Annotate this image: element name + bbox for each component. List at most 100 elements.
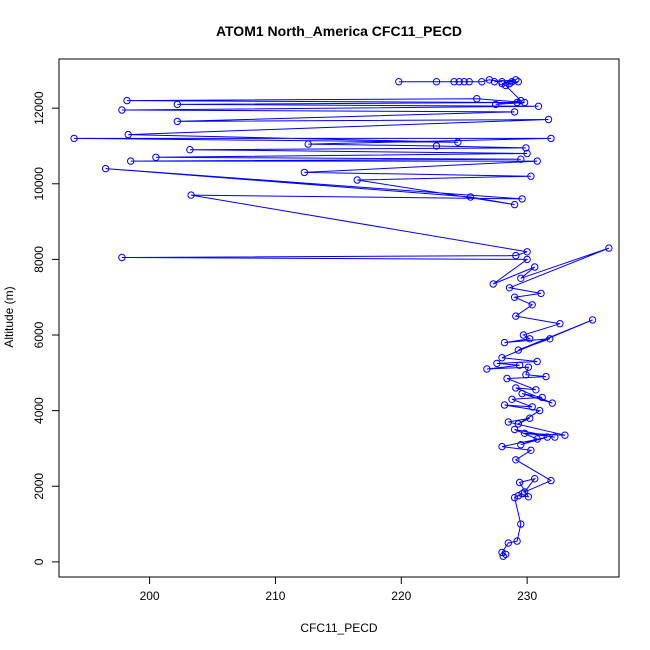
data-point: [515, 361, 524, 369]
data-point: [536, 406, 544, 415]
data-point: [528, 403, 536, 411]
data-point: [513, 537, 521, 545]
data-point: [514, 346, 522, 354]
data-point: [489, 280, 497, 288]
data-point: [517, 155, 525, 163]
y-tick-label: 10000: [32, 167, 46, 201]
data-point: [502, 81, 510, 90]
data-point: [502, 550, 510, 558]
y-tick-label: 2000: [32, 473, 46, 500]
data-point: [460, 78, 468, 86]
x-axis: 200 210 220 230: [140, 576, 537, 603]
data-point: [548, 399, 556, 407]
data-point: [524, 363, 533, 371]
data-point: [473, 95, 481, 103]
x-tick-label: 210: [265, 589, 285, 603]
data-point: [537, 289, 545, 298]
data-point: [510, 493, 519, 502]
data-point: [517, 96, 525, 105]
data-point: [524, 493, 533, 501]
data-point: [118, 106, 126, 114]
data-point: [152, 153, 160, 162]
chart-title: ATOM1 North_America CFC11_PECD: [216, 23, 462, 39]
data-point: [519, 331, 528, 339]
data-point: [527, 446, 535, 454]
y-axis: 0 2000 4000 6000 8000 10000 12000: [32, 91, 60, 565]
data-point: [588, 316, 597, 324]
data-point: [526, 414, 534, 422]
data-point: [187, 191, 195, 199]
data-point: [101, 164, 110, 173]
data-point: [510, 108, 519, 116]
data-point: [531, 263, 539, 271]
data-point: [492, 100, 500, 109]
data-point: [551, 433, 559, 441]
data-point: [556, 320, 564, 328]
data-point: [514, 420, 522, 428]
data-point: [528, 301, 536, 309]
y-tick-label: 4000: [32, 397, 46, 424]
data-point: [522, 144, 530, 152]
data-point: [173, 100, 182, 109]
data-point: [118, 253, 126, 262]
data-point: [500, 338, 509, 347]
data-point: [508, 395, 516, 403]
data-point: [531, 475, 539, 483]
data-point: [538, 393, 546, 402]
data-point: [498, 354, 506, 362]
data-point: [498, 78, 506, 86]
data-point: [561, 431, 569, 439]
data-point: [547, 134, 555, 143]
data-point: [513, 98, 521, 107]
data-point: [517, 441, 525, 449]
data-point: [533, 357, 541, 366]
data-point: [300, 168, 309, 177]
data-point: [520, 98, 529, 107]
data-point: [544, 115, 553, 124]
data-point: [465, 78, 473, 86]
data-point: [518, 389, 526, 398]
data-point: [493, 359, 501, 368]
data-point: [605, 244, 613, 252]
data-point: [70, 134, 78, 143]
data-point: [304, 140, 312, 148]
y-axis-label: Altitude (m): [2, 286, 16, 347]
data-point: [450, 78, 458, 86]
data-point: [542, 372, 550, 381]
data-point: [514, 492, 522, 500]
data-point: [500, 401, 509, 409]
data-point: [512, 251, 520, 260]
data-point: [432, 78, 441, 86]
data-point: [478, 78, 486, 86]
data-point: [123, 96, 131, 105]
data-point: [517, 520, 525, 528]
data-point: [512, 312, 520, 320]
data-point: [520, 488, 529, 496]
x-axis-label: CFC11_PECD: [300, 621, 377, 635]
data-point: [532, 386, 540, 394]
data-point: [483, 365, 491, 373]
data-point: [124, 130, 132, 139]
x-tick-label: 200: [140, 589, 160, 603]
data-point: [522, 371, 530, 379]
data-point: [523, 255, 531, 264]
data-point: [520, 429, 529, 437]
y-tick-label: 6000: [32, 321, 46, 348]
data-point: [510, 293, 519, 301]
data-point: [547, 476, 555, 485]
data-point: [510, 200, 519, 209]
data-point: [498, 79, 506, 88]
data-point: [508, 78, 516, 86]
data-point: [512, 76, 520, 84]
data-point: [543, 433, 551, 441]
data-point: [353, 176, 361, 184]
data-point: [455, 78, 463, 86]
data-point: [127, 157, 135, 165]
data-point: [503, 374, 511, 383]
series-layer: [70, 76, 613, 560]
x-tick-label: 220: [391, 589, 411, 603]
y-tick-label: 12000: [32, 91, 46, 125]
data-point: [504, 539, 512, 547]
